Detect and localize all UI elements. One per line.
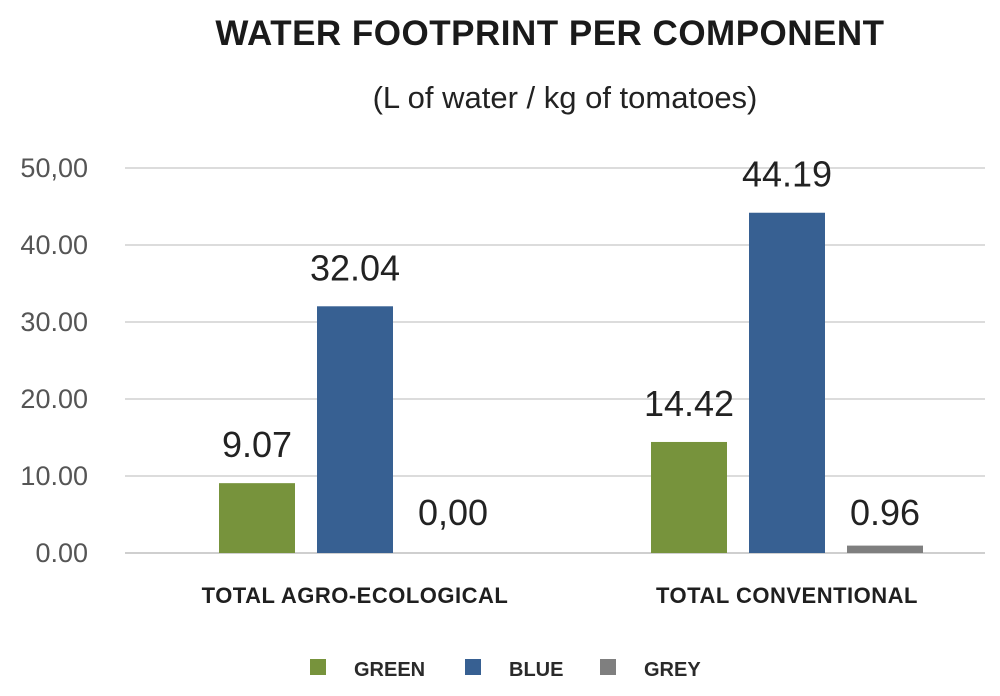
category-label: TOTAL AGRO-ECOLOGICAL [202, 583, 509, 608]
y-tick-label: 40.00 [20, 230, 88, 260]
data-label: 44.19 [742, 154, 832, 195]
bar-blue [749, 212, 825, 553]
bar-blue [317, 306, 393, 553]
category-label: TOTAL CONVENTIONAL [656, 583, 918, 608]
legend-label: GREY [644, 659, 701, 681]
legend-swatch-grey [600, 659, 616, 675]
chart-title: WATER FOOTPRINT PER COMPONENT [215, 14, 885, 53]
data-label: 32.04 [310, 247, 400, 288]
y-tick-label: 30.00 [20, 307, 88, 337]
data-label: 14.42 [644, 383, 734, 424]
chart-subtitle: (L of water / kg of tomatoes) [372, 80, 758, 115]
y-tick-label: 0.00 [35, 538, 88, 568]
legend-label: GREEN [354, 659, 425, 681]
data-label: 0,00 [418, 492, 488, 533]
y-tick-label: 50,00 [20, 153, 88, 183]
y-tick-label: 20.00 [20, 384, 88, 414]
data-label: 0.96 [850, 492, 920, 533]
legend: GREEN BLUE GREY [310, 659, 701, 681]
data-label: 9.07 [222, 424, 292, 465]
bars: 9.07 32.04 0,00 14.42 44.19 0.96 [219, 154, 923, 553]
x-axis: TOTAL AGRO-ECOLOGICAL TOTAL CONVENTIONAL [202, 583, 918, 608]
bar-grey [847, 545, 923, 553]
legend-swatch-blue [465, 659, 481, 675]
bar-green [219, 483, 295, 553]
y-tick-label: 10.00 [20, 461, 88, 491]
legend-label: BLUE [509, 659, 563, 681]
bar-green [651, 441, 727, 553]
legend-swatch-green [310, 659, 326, 675]
y-axis: 0.00 10.00 20.00 30.00 40.00 50,00 [20, 153, 88, 568]
